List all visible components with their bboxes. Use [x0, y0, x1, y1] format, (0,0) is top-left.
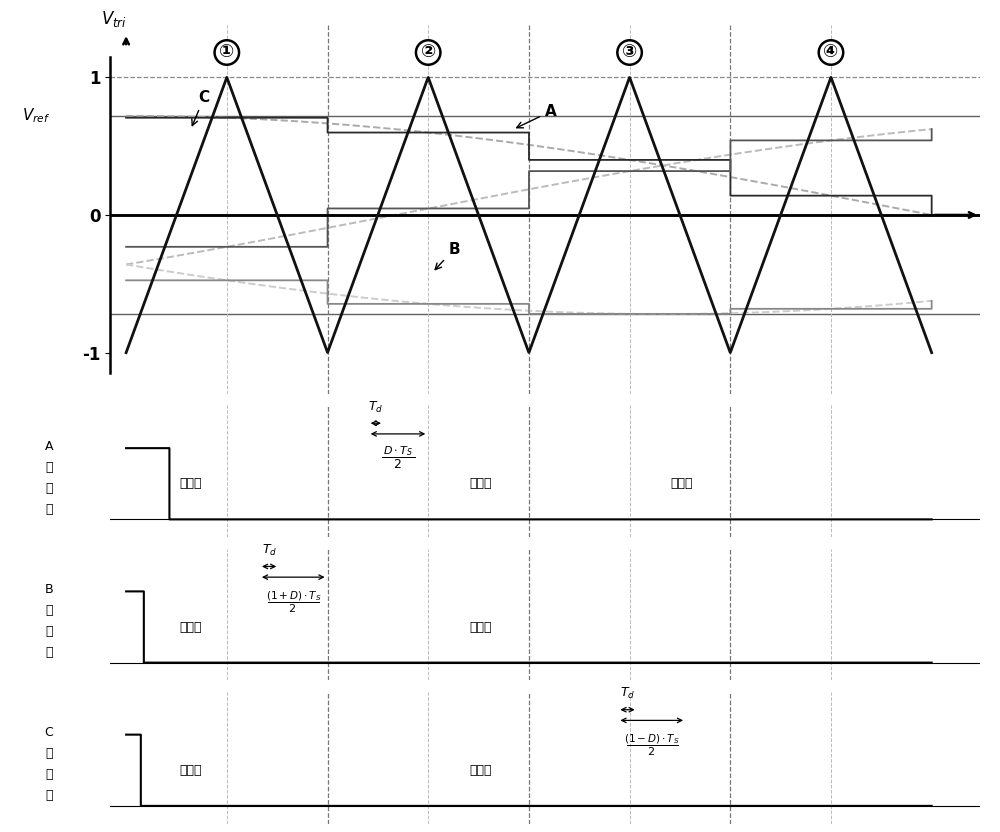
- Text: $\overline{\qquad 2 \qquad}$: $\overline{\qquad 2 \qquad}$: [267, 601, 320, 616]
- Text: B
相
上
管: B 相 上 管: [45, 583, 53, 659]
- Text: 正半周: 正半周: [671, 478, 693, 490]
- Text: C: C: [192, 90, 210, 126]
- Text: C
相
上
管: C 相 上 管: [45, 726, 53, 802]
- Text: ④: ④: [823, 43, 839, 62]
- Text: $V_{tri}$: $V_{tri}$: [101, 9, 127, 29]
- Text: $\overline{\qquad 2 \qquad}$: $\overline{\qquad 2 \qquad}$: [626, 744, 678, 759]
- Text: 正半周: 正半周: [179, 764, 202, 777]
- Text: ③: ③: [622, 43, 637, 62]
- Text: ②: ②: [421, 43, 436, 62]
- Text: $(1+D)\cdot T_S$: $(1+D)\cdot T_S$: [266, 589, 321, 603]
- Text: $T_d$: $T_d$: [620, 686, 636, 701]
- Text: $T_d$: $T_d$: [368, 399, 383, 414]
- Text: $D\cdot T_S$: $D\cdot T_S$: [383, 444, 413, 458]
- Text: 负半周: 负半周: [179, 621, 202, 633]
- Text: 负半周: 负半周: [469, 621, 492, 633]
- Text: ①: ①: [219, 43, 234, 62]
- Text: $T_d$: $T_d$: [262, 542, 277, 558]
- Text: A
相
上
管: A 相 上 管: [45, 440, 53, 516]
- Text: 正半周: 正半周: [469, 478, 492, 490]
- Text: 负半周: 负半周: [469, 764, 492, 777]
- Text: A: A: [517, 104, 557, 128]
- Text: B: B: [435, 241, 460, 270]
- Text: $(1-D)\cdot T_S$: $(1-D)\cdot T_S$: [624, 732, 680, 746]
- Text: $\overline{\quad 2 \quad}$: $\overline{\quad 2 \quad}$: [381, 457, 416, 473]
- Text: 正半周: 正半周: [179, 478, 202, 490]
- Text: $V_{ref}$: $V_{ref}$: [22, 106, 51, 125]
